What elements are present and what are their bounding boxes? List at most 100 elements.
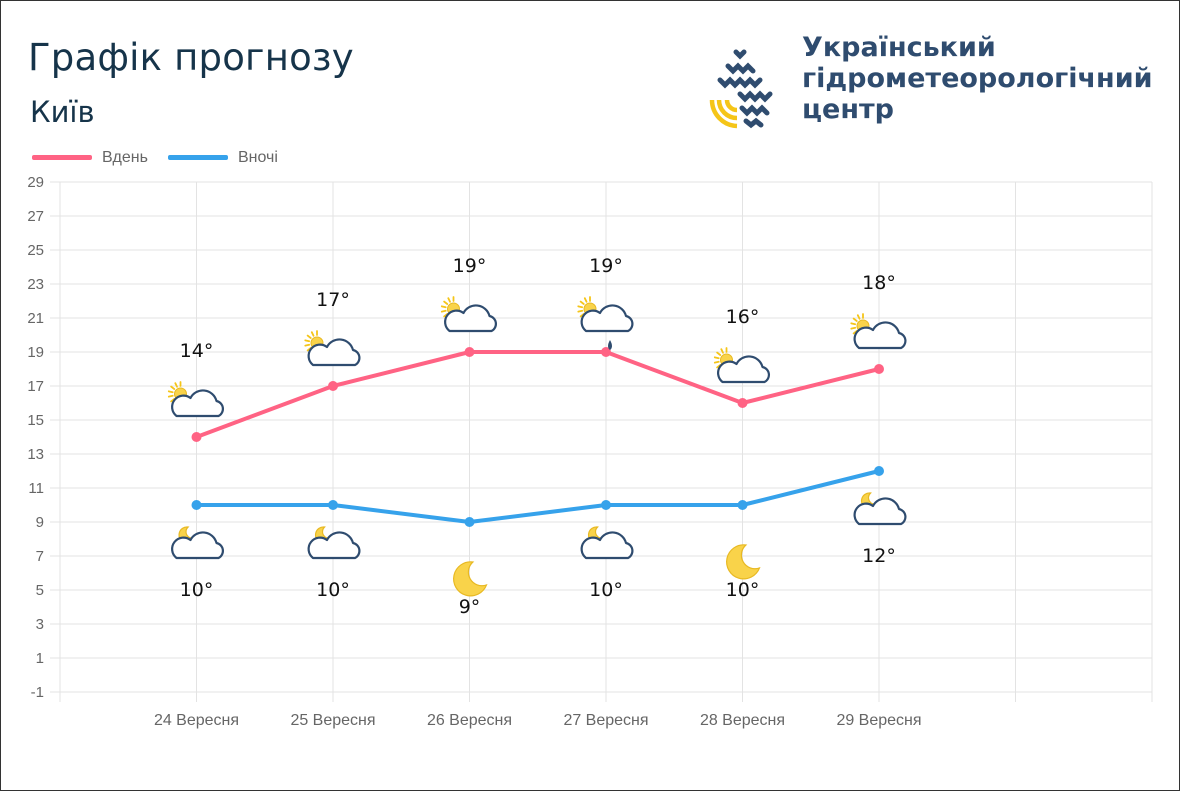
y-tick-label: 7 [36,548,44,565]
moon-cloud-icon [853,492,907,526]
sun-ray [170,385,176,390]
sun-ray [447,297,451,303]
y-tick-label: 13 [27,446,44,463]
sun-ray [850,326,857,330]
y-tick-label: 17 [27,378,44,395]
y-tick-label: -1 [31,684,44,701]
y-tick-label: 27 [27,208,44,225]
sun-cloud-icon [167,381,225,418]
moon-icon [453,561,488,597]
day-series-line [195,350,880,439]
day-temp-label: 14° [180,340,214,362]
day-series-point [328,381,338,391]
cloud-icon [307,338,361,367]
organization-name: Український гідрометеорологічний центр [802,32,1153,125]
sun-ray [174,382,178,388]
legend-swatch-day [32,155,92,160]
night-temp-label: 10° [180,579,214,601]
sun-ray [713,360,720,364]
day-series-point [191,432,202,442]
sun-cloud-rain-icon [577,296,634,350]
sun-ray [440,309,447,313]
sun-ray [577,309,584,313]
moon-cloud-icon [580,526,634,560]
x-tick-label: 24 Вересня [154,712,239,729]
day-temp-label: 19° [453,255,487,277]
legend-swatch-night [168,155,228,160]
page-title: Графік прогнозу [28,36,354,79]
sun-ray [583,297,588,303]
night-series-point [464,517,475,527]
sun-ray [577,305,584,309]
sun-cloud-icon [440,296,498,333]
x-tick-label: 28 Вересня [700,712,785,729]
legend-label-day: Вдень [102,149,148,166]
sun-ray [713,356,720,360]
sun-ray [306,334,312,339]
y-tick-label: 25 [27,242,44,259]
raindrop-icon [608,340,612,350]
cloud-icon [717,355,771,384]
sun-ray [443,300,449,305]
organization-name-line: Український [802,32,996,63]
day-temp-label: 18° [862,272,896,294]
y-tick-label: 21 [27,310,44,327]
sun-ray [304,343,311,347]
ukrhydromet-logo-icon [709,40,774,129]
cloud-icon [444,304,498,333]
day-series-point [874,364,884,374]
day-temp-label: 17° [316,289,350,311]
night-series-point [328,500,338,510]
y-tick-label: 3 [36,616,44,633]
moon-icon [726,544,761,580]
sun-ray [440,305,447,309]
sun-ray [856,314,861,320]
cloud-icon [171,531,225,560]
sun-cloud-icon [304,330,361,367]
organization-name-line: гідрометеорологічний [802,63,1153,94]
night-series-line [196,469,880,524]
sun-ray [852,317,858,322]
cloud-icon [853,497,907,526]
y-tick-label: 1 [36,650,44,667]
sun-ray [167,390,174,394]
night-temp-label: 10° [726,579,760,601]
night-series-point [601,500,611,510]
moon-cloud-icon [171,526,225,560]
sun-ray [304,339,311,343]
moon-cloud-icon [307,526,361,560]
y-tick-label: 5 [36,582,44,599]
cloud-icon [171,389,225,418]
cloud-icon [580,304,634,333]
y-tick-label: 19 [27,344,44,361]
organization-name-line: центр [802,94,894,125]
night-series-point [737,500,748,510]
cloud-icon [580,531,634,560]
cloud-icon [307,531,361,560]
sun-cloud-icon [713,347,771,384]
sun-cloud-icon [850,313,907,350]
day-series-point [601,347,611,357]
x-tick-label: 26 Вересня [427,712,512,729]
legend-label-night: Вночі [238,149,278,166]
night-temp-label: 9° [459,596,481,618]
y-tick-label: 15 [27,412,44,429]
sun-ray [167,394,174,398]
sun-ray [720,348,724,354]
moon-icon [726,544,761,580]
y-tick-label: 11 [28,480,44,497]
day-series-point [464,347,475,357]
day-temp-label: 19° [589,255,623,277]
moon-icon [453,561,488,597]
y-tick-label: 29 [27,174,44,191]
y-tick-label: 9 [36,514,44,531]
city-name: Київ [30,95,95,129]
night-temp-label: 10° [316,579,350,601]
night-series-point [191,500,202,510]
y-tick-label: 23 [27,276,44,293]
night-temp-label: 10° [589,579,623,601]
x-tick-label: 27 Вересня [563,712,648,729]
cloud-icon [853,321,907,350]
night-series-point [874,466,884,476]
